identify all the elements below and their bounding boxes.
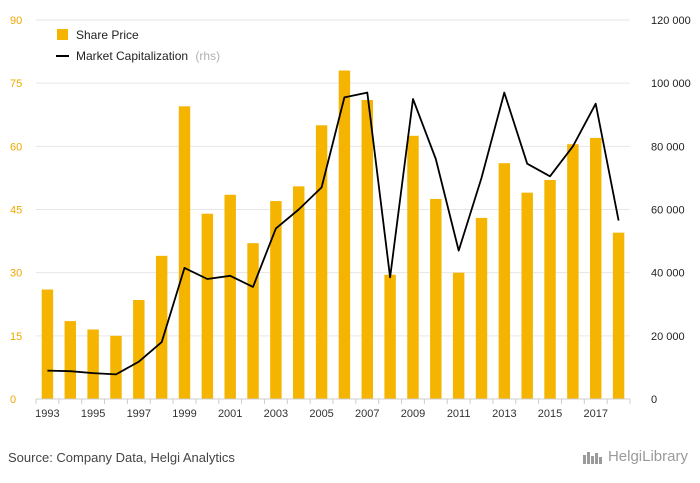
legend-line-suffix: (rhs) (195, 49, 220, 63)
x-tick-label: 2001 (218, 408, 242, 420)
x-tick-label: 2013 (492, 408, 516, 420)
gridlines (36, 19, 630, 337)
y-left-tick-label: 15 (10, 331, 22, 343)
y-left-tick-label: 75 (10, 78, 22, 90)
x-tick-label: 2003 (264, 408, 288, 420)
x-tick-label: 1999 (172, 408, 196, 420)
legend: Share Price Market Capitalization (rhs) (56, 28, 220, 63)
y-left-tick-label: 0 (10, 394, 16, 406)
share-price-bar (612, 232, 625, 399)
share-price-bar (315, 125, 328, 400)
x-tick-label: 2011 (447, 408, 471, 420)
y-right-tick-label: 80 000 (651, 141, 685, 153)
share-price-bar (87, 329, 99, 399)
share-price-bar (338, 70, 351, 400)
share-price-bar (384, 274, 396, 399)
share-price-bar (64, 321, 76, 399)
share-price-bar (567, 144, 579, 399)
share-price-bar (521, 192, 533, 399)
chart: 0 15 30 45 60 75 90 0 20 000 40 000 60 000 80 000 1… (10, 15, 691, 420)
legend-bar-label: Share Price (76, 28, 139, 42)
share-price-bar (361, 100, 373, 399)
y-right-tick-label: 40 000 (651, 268, 685, 280)
share-price-bar (544, 180, 556, 399)
y-left-tick-label: 45 (10, 205, 22, 217)
share-price-bar (293, 186, 305, 399)
legend-line-label: Market Capitalization (rhs) (76, 49, 220, 63)
x-tick-label: 2005 (309, 408, 333, 420)
share-price-bar (201, 213, 214, 399)
y-right-tick-label: 0 (651, 394, 657, 406)
y-right-tick-label: 120 000 (651, 15, 691, 27)
y-right-tick-label: 20 000 (651, 331, 685, 343)
share-price-bar (110, 335, 122, 399)
x-tick-label: 2009 (401, 408, 425, 420)
y-left-tick-label: 90 (10, 15, 22, 27)
share-price-bars (41, 70, 625, 400)
share-price-bar (41, 289, 54, 399)
share-price-bar (224, 194, 236, 399)
share-price-bar (407, 135, 419, 400)
share-price-bar (155, 255, 168, 399)
share-price-bar (247, 243, 259, 399)
x-tick-label: 1997 (127, 408, 151, 420)
y-right-tick-label: 100 000 (651, 78, 691, 90)
x-tick-label: 1995 (81, 408, 105, 420)
share-price-bar (452, 272, 465, 399)
x-tick-label: 1993 (35, 408, 59, 420)
y-right-tick-label: 60 000 (651, 205, 685, 217)
share-price-bar (475, 217, 488, 399)
legend-bar-swatch (57, 29, 68, 40)
brand-name: HelgiLibrary (607, 448, 688, 465)
x-tick-label: 2007 (355, 408, 379, 420)
share-price-bar (590, 137, 602, 399)
y-axis-left: 0 15 30 45 60 75 90 (10, 15, 22, 406)
y-left-tick-label: 30 (10, 268, 22, 280)
source-note: Source: Company Data, Helgi Analytics (8, 450, 235, 465)
y-left-tick-label: 60 (10, 141, 22, 153)
share-price-bar (178, 106, 191, 400)
share-price-bar (270, 201, 282, 399)
x-tick-label: 2015 (538, 408, 562, 420)
x-axis: 1993 1995 1997 1999 2001 2003 2005 2007 2009 2011… (35, 398, 631, 420)
y-axis-right: 0 20 000 40 000 60 000 80 000 100 000 120 000 (651, 15, 691, 406)
market-cap-line (47, 91, 620, 376)
legend-line-label-text: Market Capitalization (76, 49, 188, 63)
share-price-bar (430, 198, 442, 399)
share-price-bar (133, 300, 145, 399)
brand-logo: HelgiLibrary (582, 448, 688, 465)
share-price-bar (498, 163, 511, 399)
library-icon (582, 451, 602, 464)
x-tick-label: 2017 (583, 408, 607, 420)
